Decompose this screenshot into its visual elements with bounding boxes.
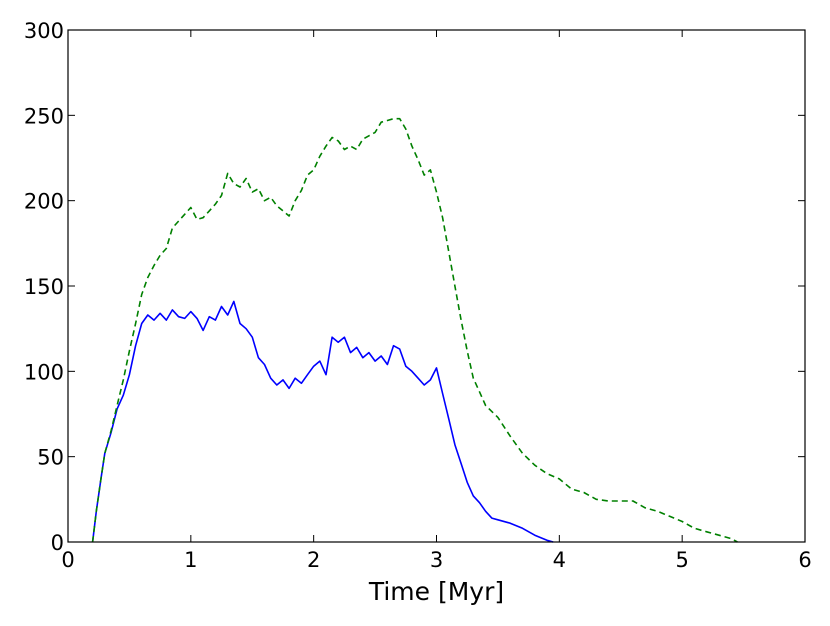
x-tick-label: 2 bbox=[307, 548, 320, 572]
x-tick-label: 6 bbox=[798, 548, 811, 572]
plot-area bbox=[68, 30, 805, 542]
series-layer bbox=[91, 117, 738, 543]
y-tick-label: 0 bbox=[51, 531, 64, 555]
y-tick-label: 50 bbox=[37, 446, 64, 470]
series-line-2 bbox=[91, 117, 738, 543]
x-tick-label: 1 bbox=[184, 548, 197, 572]
series-line-1 bbox=[91, 300, 554, 543]
x-tick-label: 3 bbox=[430, 548, 443, 572]
y-tick-label: 300 bbox=[24, 19, 64, 43]
ticks-layer: 0 1 2 3 4 5 6 0 50 100 150 200 250 300 bbox=[24, 19, 812, 572]
y-tick-label: 150 bbox=[24, 275, 64, 299]
y-tick-label: 250 bbox=[24, 104, 64, 128]
x-tick-label: 5 bbox=[675, 548, 688, 572]
y-tick-label: 100 bbox=[24, 360, 64, 384]
x-tick-label: 0 bbox=[61, 548, 74, 572]
y-tick-label: 200 bbox=[24, 190, 64, 214]
x-tick-label: 4 bbox=[553, 548, 566, 572]
x-axis-label: Time [Myr] bbox=[368, 577, 504, 606]
